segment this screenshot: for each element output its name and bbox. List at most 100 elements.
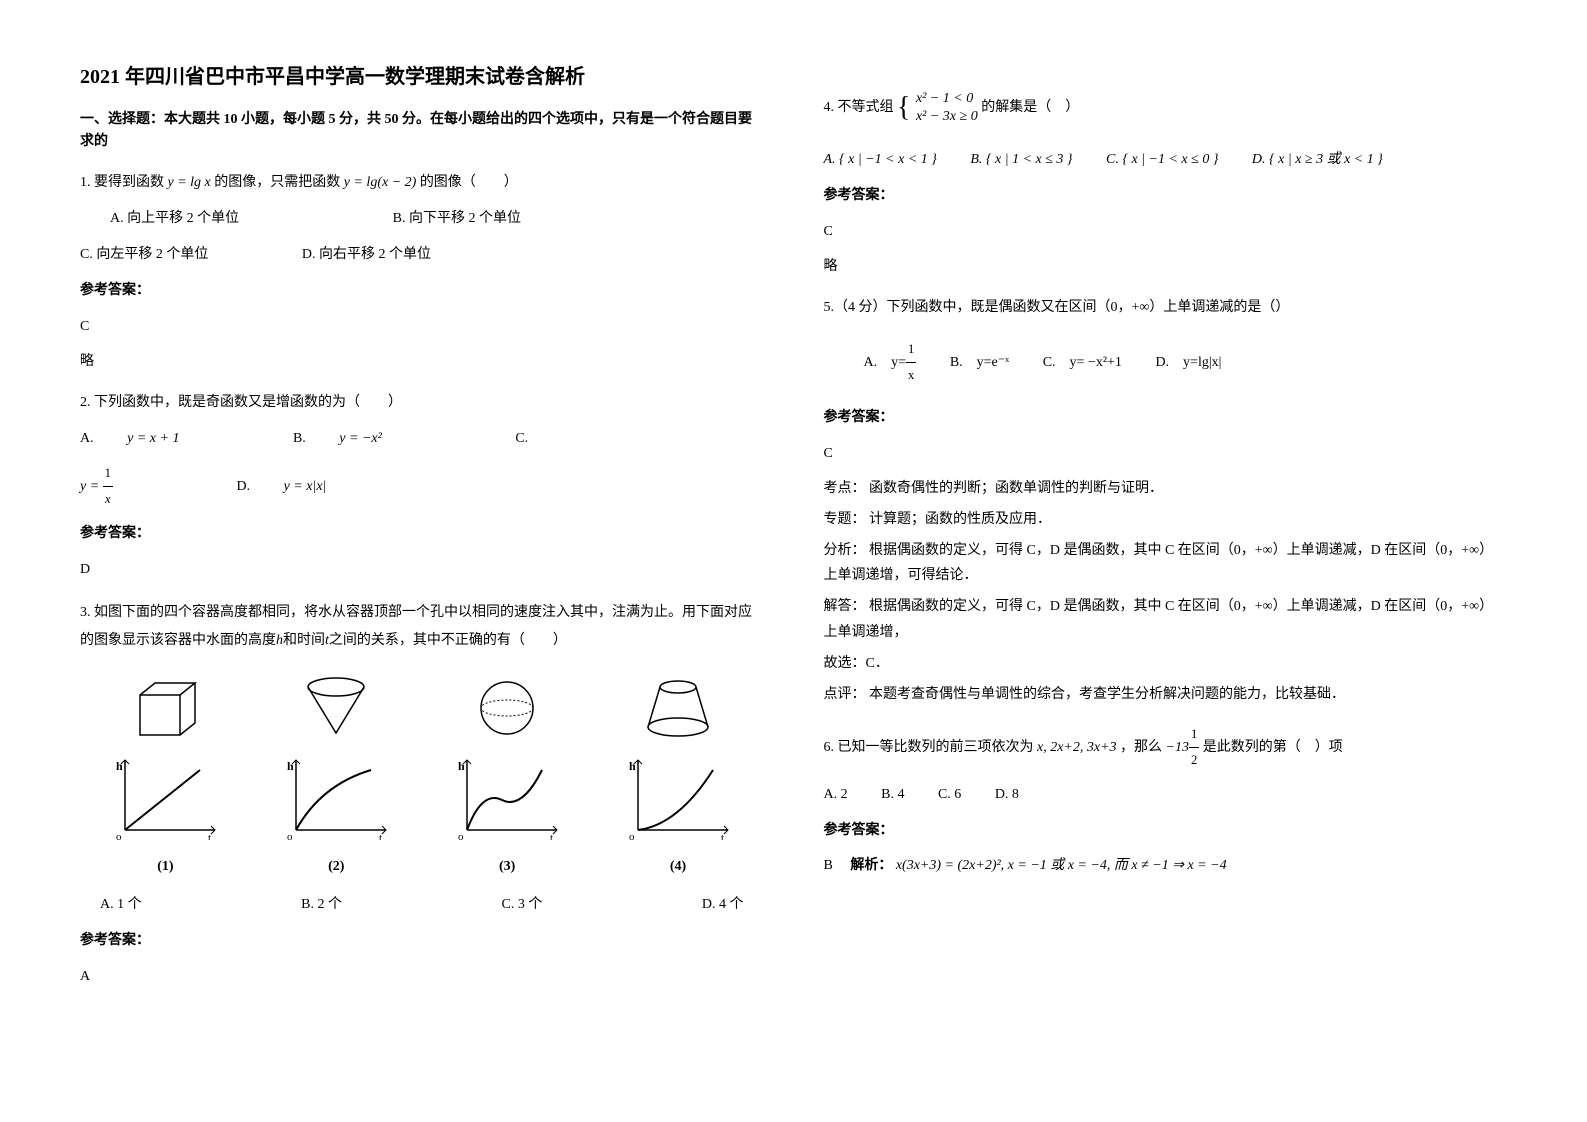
q6-expr2: −1312 — [1166, 740, 1203, 755]
q5-exp1: 函数奇偶性的判断；函数单调性的判断与证明． — [869, 481, 1163, 496]
q5-opt-c: C. y= −x²+1 — [1043, 349, 1122, 377]
q3-text-b: 和时间 — [283, 633, 325, 648]
graph-3: h t o (3) — [452, 755, 562, 881]
q2-opt-c-num: 1 — [103, 461, 113, 487]
q6-expr2-den: 2 — [1189, 748, 1199, 773]
q3-opt-c: C. 3 个 — [502, 891, 543, 919]
q6-answer: B — [824, 858, 833, 873]
q4-system: x² − 1 < 0 x² − 3x ≥ 0 — [916, 90, 978, 126]
answer-label: 参考答案： — [824, 817, 1508, 845]
q5-opt-a-num: 1 — [906, 337, 916, 363]
right-column: 4. 不等式组 { x² − 1 < 0 x² − 3x ≥ 0 的解集是（ ）… — [824, 60, 1508, 1062]
graph-4: h t o (4) — [623, 755, 733, 881]
q4-opt-c: C. { x | −1 < x ≤ 0 } — [1106, 146, 1218, 174]
answer-label: 参考答案： — [824, 404, 1508, 432]
q1-opt-a: A. 向上平移 2 个单位 — [110, 205, 239, 233]
q1-answer: C — [80, 313, 764, 341]
q1-expr2: y = lg(x − 2) — [344, 175, 417, 190]
container-shape-4 — [638, 670, 718, 740]
svg-text:o: o — [458, 831, 464, 840]
q2-answer: D — [80, 556, 764, 584]
q5-text: 5.（4 分）下列函数中，既是偶函数又在区间（0，+∞）上单调递减的是（） — [824, 294, 1508, 322]
q5-exp1-label: 考点： — [824, 481, 866, 496]
q2-text: 2. 下列函数中，既是奇函数又是增函数的为（ ） — [80, 389, 764, 417]
q2-opt-c-lhs: y = — [80, 479, 99, 494]
svg-text:h: h — [458, 759, 465, 773]
q1-note: 略 — [80, 349, 764, 374]
question-6: 6. 已知一等比数列的前三项依次为 x, 2x+2, 3x+3 ，那么 −131… — [824, 722, 1508, 879]
q1-text-c: 的图像（ ） — [420, 175, 518, 190]
q6-text-c: 是此数列的第（ ）项 — [1203, 740, 1343, 755]
q1-opt-b: B. 向下平移 2 个单位 — [393, 205, 521, 233]
q5-opt-a-pre: A. y= — [864, 355, 907, 370]
q6-expr1: x, 2x+2, 3x+3 — [1037, 740, 1117, 755]
brace-icon: { — [897, 80, 910, 136]
q6-ana: x(3x+3) = (2x+2)², x = −1 或 x = −4, 而 x … — [896, 858, 1227, 873]
svg-text:t: t — [721, 832, 724, 840]
q6-expr2-num: 1 — [1189, 722, 1199, 748]
q5-opt-b: B. y=e⁻ˣ — [950, 349, 1009, 377]
svg-text:o: o — [629, 831, 635, 840]
q5-exp3-label: 分析： — [824, 543, 866, 558]
answer-label: 参考答案： — [824, 182, 1508, 210]
q2-opt-d-pre: D. — [236, 473, 250, 501]
svg-text:o: o — [116, 831, 122, 840]
q1-text-a: 1. 要得到函数 — [80, 175, 164, 190]
q2-opt-c-den: x — [103, 487, 113, 512]
svg-text:h: h — [287, 759, 294, 773]
answer-label: 参考答案： — [80, 277, 764, 305]
graph-3-label: (3) — [452, 853, 562, 881]
q1-opt-d: D. 向右平移 2 个单位 — [302, 241, 431, 269]
q1-text-b: 的图像，只需把函数 — [214, 175, 340, 190]
container-shape-1 — [125, 670, 205, 740]
answer-label: 参考答案： — [80, 927, 764, 955]
left-column: 2021 年四川省巴中市平昌中学高一数学理期末试卷含解析 一、选择题：本大题共 … — [80, 60, 764, 1062]
q4-line2: x² − 3x ≥ 0 — [916, 108, 978, 126]
svg-text:t: t — [550, 832, 553, 840]
q5-answer: C — [824, 440, 1508, 468]
q5-exp5-label: 点评： — [824, 687, 866, 702]
section-heading: 一、选择题：本大题共 10 小题，每小题 5 分，共 50 分。在每小题给出的四… — [80, 109, 764, 154]
q3-sym-h: h — [276, 633, 283, 648]
q5-exp2: 计算题；函数的性质及应用． — [869, 512, 1051, 527]
container-shapes-row — [80, 670, 764, 740]
q2-opt-b: y = −x² — [339, 425, 382, 453]
q3-opt-b: B. 2 个 — [301, 891, 342, 919]
q6-opt-d: D. 8 — [995, 781, 1019, 809]
svg-text:o: o — [287, 831, 293, 840]
q5-exp4-label: 解答： — [824, 599, 866, 614]
q2-opt-c-pre: C. — [515, 425, 528, 453]
q1-opt-c: C. 向左平移 2 个单位 — [80, 241, 208, 269]
svg-text:t: t — [208, 832, 211, 840]
graph-1: h t o (1) — [110, 755, 220, 881]
q3-answer: A — [80, 963, 764, 991]
q4-note: 略 — [824, 254, 1508, 279]
question-2: 2. 下列函数中，既是奇函数又是增函数的为（ ） A. y = x + 1 B.… — [80, 389, 764, 584]
graph-1-label: (1) — [110, 853, 220, 881]
question-5: 5.（4 分）下列函数中，既是偶函数又在区间（0，+∞）上单调递减的是（） A.… — [824, 294, 1508, 707]
q4-opt-d: D. { x | x ≥ 3 或 x < 1 } — [1252, 146, 1383, 174]
q6-opt-b: B. 4 — [881, 781, 904, 809]
svg-text:t: t — [379, 832, 382, 840]
q2-opt-a-pre: A. — [80, 425, 94, 453]
q5-exp5: 本题考查奇偶性与单调性的综合，考查学生分析解决问题的能力，比较基础． — [869, 687, 1345, 702]
svg-text:h: h — [116, 759, 123, 773]
graph-2: h t o (2) — [281, 755, 391, 881]
q6-opt-c: C. 6 — [938, 781, 961, 809]
q3-opt-d: D. 4 个 — [702, 891, 744, 919]
q5-exp4: 根据偶函数的定义，可得 C，D 是偶函数，其中 C 在区间（0，+∞）上单调递减… — [824, 599, 1494, 639]
exam-title: 2021 年四川省巴中市平昌中学高一数学理期末试卷含解析 — [80, 60, 764, 89]
q4-text-b: 的解集是（ ） — [981, 100, 1079, 115]
question-3: 3. 如图下面的四个容器高度都相同，将水从容器顶部一个孔中以相同的速度注入其中，… — [80, 599, 764, 991]
q4-opt-b: B. { x | 1 < x ≤ 3 } — [970, 146, 1072, 174]
q3-opt-a: A. 1 个 — [100, 891, 142, 919]
q5-opt-a-den: x — [906, 363, 916, 388]
q6-expr2-pre: −13 — [1166, 740, 1189, 755]
q2-opt-d: y = x|x| — [284, 479, 327, 494]
q5-exp4b: 故选：C． — [824, 651, 1508, 676]
q6-text-a: 6. 已知一等比数列的前三项依次为 — [824, 740, 1034, 755]
graph-2-label: (2) — [281, 853, 391, 881]
q6-text-b: ，那么 — [1120, 740, 1162, 755]
q5-opt-a: A. y=1x — [864, 337, 917, 388]
q5-opt-d: D. y=lg|x| — [1155, 349, 1221, 377]
